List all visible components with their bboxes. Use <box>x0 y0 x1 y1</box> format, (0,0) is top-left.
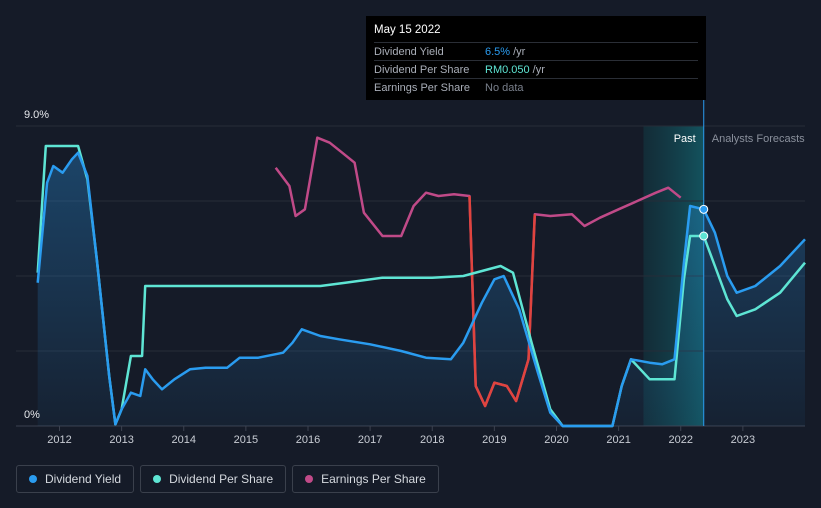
legend-label: Dividend Per Share <box>169 472 274 486</box>
x-tick-label: 2022 <box>669 434 693 446</box>
legend-item-earnings-per-share[interactable]: Earnings Per Share <box>292 465 439 493</box>
eps-low-segment <box>474 358 530 408</box>
marker-dividend-per-share <box>699 231 709 241</box>
x-tick-label: 2013 <box>109 434 133 446</box>
past-zone-label: Past <box>674 133 696 145</box>
tooltip-value: No data <box>485 81 524 94</box>
chart-tooltip: May 15 2022 Dividend Yield 6.5% /yr Divi… <box>366 16 706 100</box>
eps-drop-segment <box>468 195 477 387</box>
tooltip-value: 6.5% <box>485 45 511 58</box>
x-tick-label: 2014 <box>171 434 195 446</box>
tooltip-date: May 15 2022 <box>374 24 441 36</box>
tooltip-value: RM0.050 <box>485 63 530 76</box>
legend-label: Dividend Yield <box>45 472 122 486</box>
tooltip-row-dividend-per-share: Dividend Per Share RM0.050 /yr <box>374 60 698 78</box>
x-tick-label: 2012 <box>47 434 71 446</box>
tooltip-label: Earnings Per Share <box>374 81 470 94</box>
x-tick-label: 2021 <box>606 434 630 446</box>
x-tick-label: 2020 <box>544 434 568 446</box>
x-tick-label: 2019 <box>482 434 506 446</box>
legend-dot-icon <box>153 475 162 483</box>
tooltip-unit: /yr <box>532 63 545 76</box>
legend-item-dividend-per-share[interactable]: Dividend Per Share <box>140 465 287 493</box>
legend-dot-icon <box>29 475 37 483</box>
legend-label: Earnings Per Share <box>321 472 426 486</box>
series-line-dividend-yield <box>36 151 806 428</box>
x-tick-label: 2015 <box>234 434 258 446</box>
legend-dot-icon <box>305 475 314 483</box>
marker-dividend-yield <box>699 204 709 214</box>
y-axis-bottom-label: 0% <box>24 409 40 421</box>
chart-legend: Dividend Yield Dividend Per Share Earnin… <box>16 465 439 493</box>
tooltip-label: Dividend Per Share <box>374 63 470 76</box>
legend-item-dividend-yield[interactable]: Dividend Yield <box>16 465 135 493</box>
forecast-zone-label: Analysts Forecasts <box>712 133 805 145</box>
tooltip-row-earnings-per-share: Earnings Per Share No data <box>374 78 698 96</box>
x-tick-label: 2016 <box>296 434 320 446</box>
x-tick-label: 2017 <box>358 434 382 446</box>
x-tick-label: 2018 <box>420 434 444 446</box>
tooltip-row-dividend-yield: Dividend Yield 6.5% /yr <box>374 42 698 60</box>
x-tick-label: 2023 <box>731 434 755 446</box>
tooltip-unit: /yr <box>513 45 526 58</box>
tooltip-label: Dividend Yield <box>374 45 444 58</box>
y-axis-top-label: 9.0% <box>24 109 49 121</box>
series-area-dividend-yield <box>37 152 805 426</box>
